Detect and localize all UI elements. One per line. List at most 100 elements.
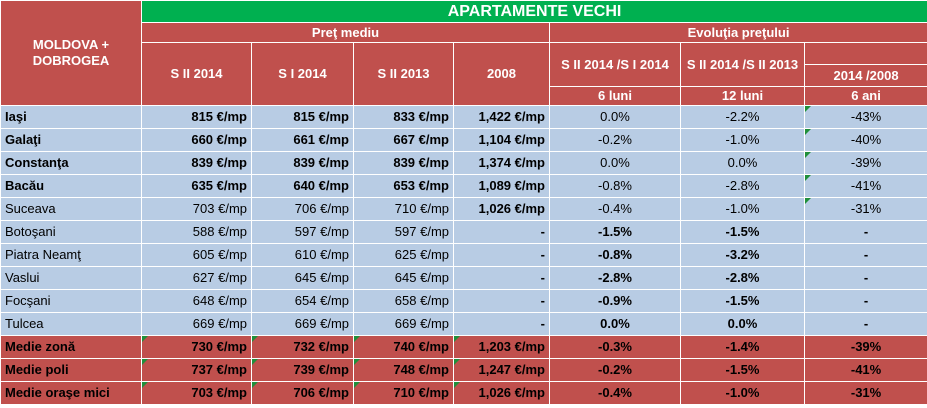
col-header-evo-12m: S II 2014 /S II 2013: [680, 42, 805, 87]
table-cell: 815 €/mp: [141, 105, 252, 129]
group-price-header: Preţ mediu: [141, 22, 550, 43]
table-cell: -1.0%: [680, 381, 805, 405]
table-cell: 710 €/mp: [353, 197, 454, 221]
table-cell: -: [453, 312, 550, 336]
table-cell: -41%: [803, 358, 927, 382]
col-header-s2-2014: S II 2014: [141, 42, 252, 106]
row-label: Bacău: [0, 174, 142, 198]
table-cell: -0.8%: [549, 243, 681, 267]
table-cell: -41%: [803, 174, 927, 198]
table-cell: 610 €/mp: [251, 243, 354, 267]
period-6-ani: 6 ani: [803, 86, 927, 106]
table-cell: -39%: [803, 151, 927, 175]
table-cell: -3.2%: [680, 243, 805, 267]
table-cell: 627 €/mp: [141, 266, 252, 290]
table-cell: -: [453, 220, 550, 244]
table-cell: 839 €/mp: [141, 151, 252, 175]
table-cell: 839 €/mp: [251, 151, 354, 175]
table-cell: 710 €/mp: [353, 381, 454, 405]
table-cell: -2.2%: [680, 105, 805, 129]
region-header: MOLDOVA + DOBROGEA: [0, 0, 142, 106]
col-header-s1-2014: S I 2014: [251, 42, 354, 106]
table-cell: -: [453, 243, 550, 267]
table-cell: 833 €/mp: [353, 105, 454, 129]
table-cell: -0.3%: [549, 335, 681, 359]
table-cell: 669 €/mp: [353, 312, 454, 336]
table-row: Vaslui 627 €/mp 645 €/mp 645 €/mp - -2.8% -2.8…: [0, 266, 927, 290]
table-cell: -31%: [803, 197, 927, 221]
table-cell: 1,026 €/mp: [453, 197, 550, 221]
table-cell: -2.8%: [549, 266, 681, 290]
row-label: Medie oraşe mici: [0, 381, 142, 405]
table-cell: 648 €/mp: [141, 289, 252, 313]
table-row: Constanţa 839 €/mp 839 €/mp 839 €/mp 1,374 €…: [0, 151, 927, 175]
col-header-evo-6y: 2014 /2008: [803, 64, 927, 87]
table-cell: 658 €/mp: [353, 289, 454, 313]
table-cell: -1.5%: [680, 358, 805, 382]
table-cell: 588 €/mp: [141, 220, 252, 244]
table-cell: 1,104 €/mp: [453, 128, 550, 152]
row-label: Botoşani: [0, 220, 142, 244]
table-cell: 0.0%: [549, 105, 681, 129]
table-cell: 839 €/mp: [353, 151, 454, 175]
table-row: Medie poli 737 €/mp 739 €/mp 748 €/mp 1,247 …: [0, 358, 927, 382]
table-cell: 1,089 €/mp: [453, 174, 550, 198]
table-cell: 730 €/mp: [141, 335, 252, 359]
row-label: Galaţi: [0, 128, 142, 152]
table-cell: -0.2%: [549, 128, 681, 152]
table-cell: 0.0%: [549, 151, 681, 175]
table-cell: 661 €/mp: [251, 128, 354, 152]
col-header-evo-6m: S II 2014 /S I 2014: [549, 42, 681, 87]
row-label: Piatra Neamţ: [0, 243, 142, 267]
table-row: Iaşi 815 €/mp 815 €/mp 833 €/mp 1,422 €/mp 0.…: [0, 105, 927, 129]
banner-title: APARTAMENTE VECHI: [140, 0, 927, 23]
table-row: Medie oraşe mici 703 €/mp 706 €/mp 710 €/mp…: [0, 381, 927, 405]
period-12-luni: 12 luni: [680, 86, 805, 106]
table-cell: 706 €/mp: [251, 197, 354, 221]
table-cell: -0.9%: [549, 289, 681, 313]
row-label: Iaşi: [0, 105, 142, 129]
table-cell: -1.5%: [680, 289, 805, 313]
group-evolution-header: Evoluţia preţului: [548, 22, 927, 43]
table-cell: 1,422 €/mp: [453, 105, 550, 129]
row-label: Constanţa: [0, 151, 142, 175]
table-cell: -43%: [803, 105, 927, 129]
table-cell: -1.0%: [680, 197, 805, 221]
table-cell: 653 €/mp: [353, 174, 454, 198]
table-cell: -: [803, 266, 927, 290]
table-cell: -40%: [803, 128, 927, 152]
table-row: Bacău 635 €/mp 640 €/mp 653 €/mp 1,089 €/mp -…: [0, 174, 927, 198]
table-row: Focşani 648 €/mp 654 €/mp 658 €/mp - -0.9% -1.…: [0, 289, 927, 313]
table-cell: -: [803, 289, 927, 313]
table-cell: -0.4%: [549, 197, 681, 221]
table-cell: 0.0%: [680, 151, 805, 175]
row-label: Focşani: [0, 289, 142, 313]
table-cell: 597 €/mp: [353, 220, 454, 244]
table-cell: 645 €/mp: [353, 266, 454, 290]
col-header-evo-6y-top: [803, 42, 927, 65]
table-cell: 660 €/mp: [141, 128, 252, 152]
table-cell: -: [453, 289, 550, 313]
table-cell: 732 €/mp: [251, 335, 354, 359]
row-label: Suceava: [0, 197, 142, 221]
table-cell: -2.8%: [680, 174, 805, 198]
table-cell: 1,026 €/mp: [453, 381, 550, 405]
table-cell: 815 €/mp: [251, 105, 354, 129]
table-cell: 703 €/mp: [141, 381, 252, 405]
table-cell: 640 €/mp: [251, 174, 354, 198]
table-row: Medie zonă 730 €/mp 732 €/mp 740 €/mp 1,203 …: [0, 335, 927, 359]
table-cell: -1.4%: [680, 335, 805, 359]
table-cell: -: [803, 243, 927, 267]
table-cell: 739 €/mp: [251, 358, 354, 382]
table-cell: 669 €/mp: [141, 312, 252, 336]
table-cell: 748 €/mp: [353, 358, 454, 382]
table-cell: 703 €/mp: [141, 197, 252, 221]
row-label: Medie poli: [0, 358, 142, 382]
table-cell: -1.5%: [549, 220, 681, 244]
table-row: Suceava 703 €/mp 706 €/mp 710 €/mp 1,026 €/m…: [0, 197, 927, 221]
table-cell: -: [803, 312, 927, 336]
table-cell: 635 €/mp: [141, 174, 252, 198]
table-cell: 1,374 €/mp: [453, 151, 550, 175]
table-cell: -0.2%: [549, 358, 681, 382]
